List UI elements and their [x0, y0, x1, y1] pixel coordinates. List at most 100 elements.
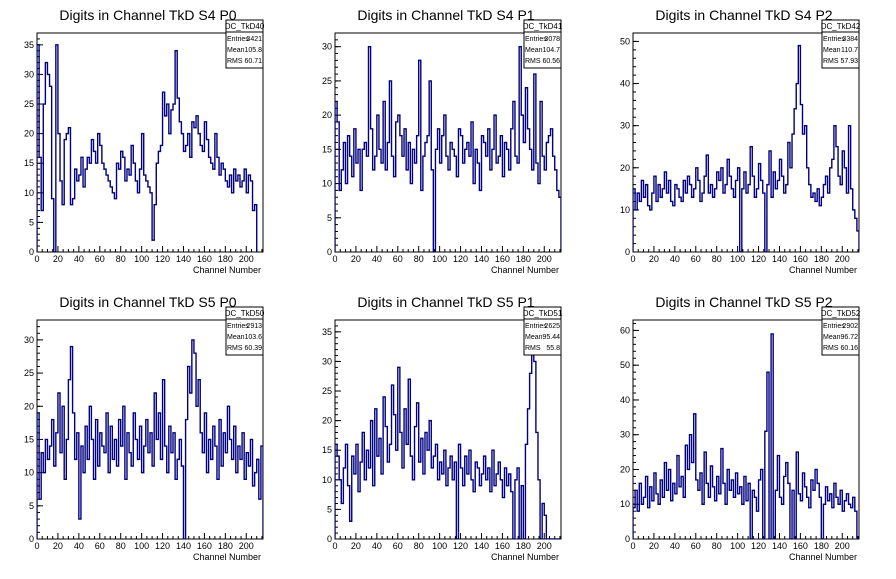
- x-tick-label: 120: [453, 254, 468, 264]
- x-tick-label: 120: [751, 541, 766, 551]
- x-axis-label: Channel Number: [491, 265, 559, 275]
- y-tick-label: 25: [322, 386, 332, 396]
- y-tick-label: 20: [24, 129, 34, 139]
- stats-rms-label: RMS: [525, 345, 541, 352]
- x-axis-label: Channel Number: [789, 265, 857, 275]
- x-tick-label: 80: [712, 254, 722, 264]
- x-tick-label: 20: [53, 541, 63, 551]
- x-tick-label: 40: [670, 254, 680, 264]
- x-tick-label: 40: [372, 254, 382, 264]
- chart-title: Digits in Channel TkD S4 P0: [59, 7, 236, 23]
- stats-rms-value: 60.56: [542, 58, 560, 65]
- x-tick-label: 40: [372, 541, 382, 551]
- x-tick-label: 200: [835, 541, 850, 551]
- stats-entries-label: Entries: [227, 36, 249, 43]
- y-tick-label: 10: [24, 468, 34, 478]
- y-tick-label: 0: [29, 534, 34, 544]
- x-tick-label: 20: [649, 541, 659, 551]
- x-tick-label: 60: [95, 254, 105, 264]
- stats-rms-label: RMS: [227, 345, 243, 352]
- y-tick-label: 50: [620, 360, 630, 370]
- y-tick-label: 10: [322, 179, 332, 189]
- y-tick-label: 5: [29, 217, 34, 227]
- stats-rms-label: RMS: [525, 58, 541, 65]
- plot-frame: [334, 319, 562, 540]
- stats-entries-label: Entries: [525, 36, 547, 43]
- stats-rms-label: RMS: [823, 345, 839, 352]
- y-tick-label: 30: [620, 430, 630, 440]
- stats-name: DC_TkD52: [821, 309, 861, 318]
- x-tick-label: 80: [116, 541, 126, 551]
- stats-entries-value: 2625: [544, 323, 560, 330]
- x-tick-label: 20: [53, 254, 63, 264]
- x-tick-label: 180: [218, 541, 233, 551]
- y-tick-label: 15: [24, 158, 34, 168]
- stats-rms-value: 55.8: [546, 345, 560, 352]
- y-tick-label: 15: [24, 434, 34, 444]
- y-tick-label: 0: [327, 247, 332, 257]
- histogram-svg: Digits in Channel TkD S4 P20 20 40 60 80 100 1…: [620, 7, 861, 275]
- stats-mean-value: 96.72: [840, 334, 858, 341]
- x-tick-label: 140: [176, 541, 191, 551]
- chart-title: Digits in Channel TkD S4 P2: [655, 7, 832, 23]
- x-tick-label: 60: [393, 541, 403, 551]
- y-tick-label: 25: [322, 76, 332, 86]
- y-tick-label: 40: [620, 79, 630, 89]
- stats-entries-value: 3384: [842, 36, 858, 43]
- x-tick-label: 100: [134, 541, 149, 551]
- x-tick-label: 120: [155, 541, 170, 551]
- x-axis-label: Channel Number: [789, 552, 857, 562]
- x-tick-label: 140: [772, 541, 787, 551]
- stats-mean-value: 103.6: [244, 334, 262, 341]
- x-tick-label: 0: [630, 254, 635, 264]
- x-tick-label: 120: [751, 254, 766, 264]
- y-tick-label: 40: [620, 395, 630, 405]
- histogram-series-line: [633, 44, 859, 252]
- x-tick-label: 60: [95, 541, 105, 551]
- stats-entries-label: Entries: [823, 323, 845, 330]
- y-tick-label: 5: [327, 213, 332, 223]
- histogram-series-line: [37, 44, 258, 252]
- x-tick-label: 0: [34, 541, 39, 551]
- stats-entries-label: Entries: [823, 36, 845, 43]
- x-axis-label: Channel Number: [193, 552, 261, 562]
- x-tick-label: 0: [332, 541, 337, 551]
- y-tick-label: 30: [620, 121, 630, 131]
- x-tick-label: 180: [516, 254, 531, 264]
- y-tick-label: 10: [24, 188, 34, 198]
- x-tick-label: 200: [239, 254, 254, 264]
- x-tick-label: 60: [393, 254, 403, 264]
- stats-mean-label: Mean: [227, 47, 245, 54]
- x-tick-label: 100: [432, 254, 447, 264]
- x-tick-label: 180: [516, 541, 531, 551]
- x-tick-label: 40: [670, 541, 680, 551]
- x-tick-label: 20: [351, 254, 361, 264]
- y-tick-label: 5: [327, 504, 332, 514]
- y-tick-label: 30: [322, 42, 332, 52]
- histogram-svg: Digits in Channel TkD S4 P00 20 40 60 80 100 1…: [24, 7, 265, 275]
- stats-rms-value: 60.71: [244, 58, 262, 65]
- y-tick-label: 10: [620, 499, 630, 509]
- histogram-panel: Digits in Channel TkD S5 P1 0 20 40 60 80 100 1…: [298, 287, 596, 574]
- x-tick-label: 180: [814, 254, 829, 264]
- y-tick-label: 20: [24, 401, 34, 411]
- y-tick-label: 0: [625, 247, 630, 257]
- y-tick-label: 10: [322, 475, 332, 485]
- y-tick-label: 20: [322, 110, 332, 120]
- histogram-svg: Digits in Channel TkD S5 P00 20 40 60 80 100 1…: [24, 294, 265, 562]
- x-tick-label: 20: [351, 541, 361, 551]
- histogram-svg: Digits in Channel TkD S4 P10 20 40 60 80 100 1…: [322, 7, 563, 275]
- stats-mean-value: 110.7: [841, 47, 858, 54]
- x-tick-label: 140: [474, 254, 489, 264]
- x-tick-label: 0: [332, 254, 337, 264]
- x-axis-label: Channel Number: [491, 552, 559, 562]
- x-tick-label: 80: [414, 254, 424, 264]
- y-tick-label: 15: [322, 445, 332, 455]
- x-tick-label: 160: [495, 541, 510, 551]
- x-tick-label: 80: [712, 541, 722, 551]
- x-tick-label: 0: [34, 254, 39, 264]
- y-tick-label: 20: [322, 416, 332, 426]
- y-tick-label: 0: [29, 247, 34, 257]
- chart-title: Digits in Channel TkD S5 P0: [59, 294, 236, 310]
